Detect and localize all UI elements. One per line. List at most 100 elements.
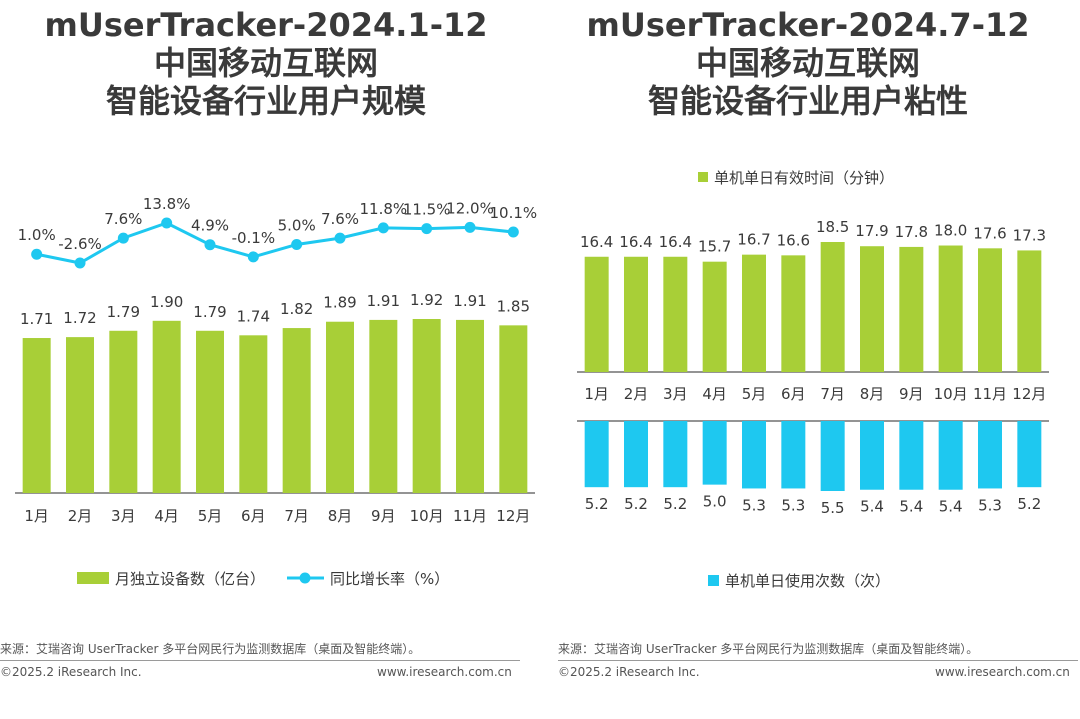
- left-bar-label: 1.91: [367, 292, 400, 310]
- time-bar-label: 17.8: [895, 223, 928, 241]
- time-bar-label: 16.4: [619, 233, 652, 251]
- count-bar-label: 5.4: [899, 498, 923, 516]
- right-x-tick: 11月: [973, 385, 1007, 403]
- left-x-tick: 12月: [496, 507, 530, 525]
- count-bar: [860, 421, 884, 490]
- time-bar: [860, 246, 884, 372]
- growth-rate-point: [421, 223, 433, 235]
- left-x-tick: 2月: [68, 507, 93, 525]
- time-bar-label: 17.3: [1013, 226, 1046, 244]
- growth-rate-point: [74, 257, 86, 269]
- time-bar: [702, 261, 727, 372]
- growth-rate-point: [507, 226, 519, 238]
- right-legend-bottom: 单机单日使用次数（次）: [708, 572, 890, 590]
- legend-time-label: 单机单日有效时间（分钟）: [714, 169, 894, 187]
- count-bar: [1017, 421, 1042, 488]
- left-x-tick: 8月: [328, 507, 353, 525]
- growth-rate-label: -0.1%: [232, 229, 276, 247]
- growth-rate-label: 7.6%: [104, 210, 142, 228]
- left-bar-label: 1.91: [453, 292, 486, 310]
- count-bar-label: 5.4: [860, 498, 884, 516]
- right-x-tick: 6月: [781, 385, 806, 403]
- legend-line-label: 同比增长率（%）: [330, 570, 449, 588]
- legend-bar-label: 月独立设备数（亿台）: [115, 570, 265, 588]
- left-bar-label: 1.89: [323, 294, 356, 312]
- right-source: 来源：艾瑞咨询 UserTracker 多平台网民行为监测数据库（桌面及智能终端…: [558, 642, 979, 656]
- left-bar-label: 1.71: [20, 310, 53, 328]
- time-bar-label: 17.9: [855, 222, 888, 240]
- left-bar: [239, 335, 268, 493]
- left-footer-divider: [0, 660, 520, 661]
- right-x-tick: 3月: [663, 385, 688, 403]
- count-bar-label: 5.0: [703, 493, 727, 511]
- left-x-tick: 5月: [198, 507, 223, 525]
- right-x-tick: 4月: [702, 385, 727, 403]
- growth-rate-line: [36, 221, 514, 265]
- legend-count-swatch: [708, 575, 719, 586]
- left-bar-label: 1.72: [63, 309, 96, 327]
- growth-rate-point: [377, 222, 389, 234]
- left-bar-label: 1.74: [237, 307, 270, 325]
- count-bar-label: 5.2: [585, 495, 609, 513]
- growth-rate-point: [464, 221, 476, 233]
- growth-rate-label: 4.9%: [191, 217, 229, 235]
- right-title-line-2: 中国移动互联网: [695, 44, 920, 82]
- right-x-tick: 1月: [584, 385, 609, 403]
- growth-rate-label: 12.0%: [446, 199, 494, 217]
- count-bar-label: 5.2: [663, 495, 687, 513]
- growth-rate-point: [334, 232, 346, 244]
- count-bar: [978, 421, 1002, 489]
- growth-rate-label: 10.1%: [490, 204, 538, 222]
- growth-rate-point: [247, 251, 259, 263]
- time-bar: [624, 256, 648, 372]
- left-bar: [326, 321, 354, 493]
- count-bar: [781, 421, 806, 489]
- left-bar: [152, 320, 181, 493]
- left-bar: [66, 337, 94, 493]
- count-bar: [820, 421, 845, 491]
- growth-rate-label: -2.6%: [58, 235, 102, 253]
- left-bar-label: 1.79: [193, 303, 226, 321]
- time-bar-label: 16.6: [777, 231, 810, 249]
- left-legend: 月独立设备数（亿台） 同比增长率（%）: [77, 570, 449, 588]
- count-bar: [584, 421, 609, 488]
- legend-time-swatch: [698, 172, 708, 182]
- left-x-tick: 9月: [371, 507, 396, 525]
- left-website: www.iresearch.com.cn: [377, 665, 512, 679]
- legend-bar-swatch: [77, 572, 109, 584]
- left-title-line-3: 智能设备行业用户规模: [105, 82, 426, 120]
- time-bar-label: 18.0: [934, 222, 967, 240]
- time-bar-label: 17.6: [973, 224, 1006, 242]
- growth-rate-point: [117, 232, 129, 244]
- count-bar-label: 5.2: [624, 495, 648, 513]
- count-bar: [702, 421, 727, 485]
- right-title-line-3: 智能设备行业用户粘性: [647, 82, 968, 120]
- time-bar: [663, 256, 688, 372]
- right-website: www.iresearch.com.cn: [935, 665, 1070, 679]
- growth-rate-point: [291, 238, 303, 250]
- right-x-tick: 5月: [742, 385, 767, 403]
- count-bar-label: 5.3: [742, 496, 766, 514]
- legend-line-marker: [299, 572, 311, 584]
- left-bar: [456, 319, 484, 493]
- right-x-tick: 10月: [934, 385, 968, 403]
- growth-rate-label: 11.5%: [403, 201, 451, 219]
- left-bar: [499, 325, 528, 493]
- growth-rate-point: [204, 239, 216, 251]
- left-x-tick: 7月: [284, 507, 309, 525]
- growth-rate-point: [161, 217, 173, 229]
- right-x-tick: 8月: [860, 385, 885, 403]
- left-bar-label: 1.90: [150, 293, 183, 311]
- count-bar: [899, 421, 924, 490]
- left-bar: [22, 338, 51, 493]
- time-bar: [1017, 250, 1042, 372]
- time-bar: [978, 248, 1002, 372]
- left-bar: [412, 319, 441, 493]
- count-bar-label: 5.5: [821, 499, 845, 517]
- time-bar: [584, 256, 609, 372]
- left-x-tick: 4月: [154, 507, 179, 525]
- time-bar: [820, 242, 845, 372]
- count-bar: [624, 421, 648, 488]
- left-x-tick: 10月: [410, 507, 444, 525]
